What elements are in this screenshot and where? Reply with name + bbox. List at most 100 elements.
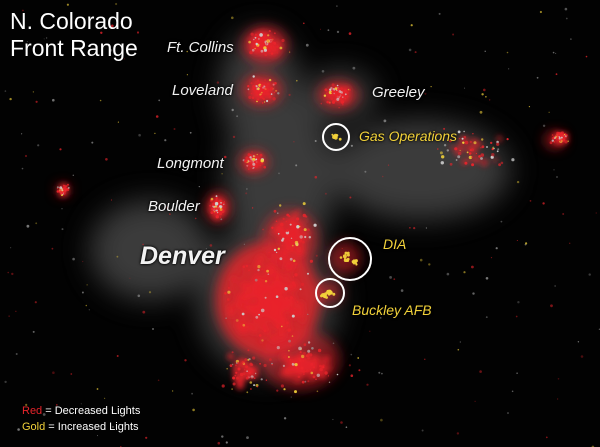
light-dot: [328, 381, 331, 383]
scattered-light: [565, 17, 568, 20]
light-dot: [275, 90, 277, 92]
scattered-light: [458, 155, 460, 158]
light-dot: [256, 100, 258, 103]
light-dot: [264, 33, 267, 36]
light-dot: [446, 149, 449, 152]
light-dot: [279, 46, 283, 50]
light-dot: [294, 390, 297, 394]
light-dot: [559, 139, 562, 142]
light-dot: [310, 362, 314, 366]
scattered-light: [251, 376, 253, 379]
light-dot: [285, 296, 288, 300]
light-dot: [294, 226, 296, 228]
light-dot: [323, 94, 327, 97]
light-dot: [276, 45, 279, 49]
scattered-light: [381, 175, 384, 178]
light-dot: [312, 375, 316, 379]
light-dot: [304, 235, 307, 239]
scattered-light: [136, 31, 140, 34]
scattered-light: [428, 263, 431, 266]
scattered-light: [109, 48, 113, 52]
light-blob: [263, 310, 270, 317]
light-blob: [250, 303, 259, 312]
light-dot: [253, 377, 256, 380]
scattered-light: [189, 131, 192, 134]
scattered-light: [205, 248, 207, 250]
light-dot: [347, 88, 350, 91]
scattered-light: [26, 41, 28, 42]
light-dot: [255, 165, 258, 168]
scattered-light: [562, 213, 565, 215]
light-dot: [292, 276, 295, 278]
scattered-light: [525, 242, 528, 245]
scattered-light: [52, 371, 55, 375]
scattered-light: [570, 38, 572, 40]
light-dot: [268, 95, 272, 99]
scattered-light: [515, 315, 518, 318]
light-dot: [61, 191, 64, 195]
light-dot: [65, 185, 68, 188]
light-dot: [273, 248, 277, 252]
light-dot: [242, 372, 246, 376]
light-dot: [307, 380, 310, 383]
light-dot: [307, 272, 309, 275]
light-blob: [244, 294, 252, 302]
scattered-light: [577, 341, 580, 343]
light-dot: [250, 82, 253, 85]
scattered-light: [288, 93, 291, 96]
scattered-light: [304, 380, 307, 383]
light-dot: [241, 360, 245, 365]
light-blob: [243, 368, 247, 373]
light-dot: [288, 239, 291, 242]
light-dot: [338, 90, 342, 93]
light-dot: [265, 42, 268, 44]
light-dot: [455, 159, 458, 161]
light-dot: [555, 134, 558, 137]
light-dot: [224, 292, 227, 295]
light-blob: [492, 157, 498, 163]
light-dot: [295, 245, 297, 248]
light-dot: [295, 366, 298, 370]
light-blob: [268, 300, 277, 309]
scattered-light: [191, 392, 194, 395]
light-dot: [260, 39, 264, 43]
light-blob: [281, 320, 290, 329]
scattered-light: [184, 359, 187, 362]
scattered-light: [556, 176, 558, 178]
light-dot: [290, 237, 293, 239]
light-dot: [232, 363, 234, 365]
scattered-light: [536, 76, 539, 79]
light-dot: [257, 268, 260, 272]
light-dot: [277, 233, 280, 235]
light-dot: [272, 45, 275, 48]
scattered-light: [463, 271, 466, 274]
light-dot: [511, 158, 515, 162]
scattered-light: [383, 119, 387, 123]
light-dot: [252, 167, 254, 170]
scattered-light: [249, 388, 252, 390]
scattered-light: [321, 70, 325, 73]
light-dot: [263, 329, 267, 333]
light-dot: [216, 207, 220, 211]
light-dot: [221, 384, 225, 388]
light-dot: [303, 373, 305, 375]
scattered-light: [142, 243, 144, 246]
light-dot: [255, 85, 258, 88]
scattered-light: [104, 397, 106, 399]
light-dot: [296, 225, 300, 228]
light-dot: [317, 348, 322, 353]
scattered-light: [194, 217, 197, 220]
light-dot: [301, 380, 305, 384]
light-dot: [253, 42, 257, 46]
light-dot: [309, 370, 312, 372]
light-dot: [258, 164, 260, 166]
light-dot: [478, 155, 481, 158]
scattered-light: [479, 110, 483, 114]
light-dot: [282, 217, 285, 220]
scattered-light: [304, 215, 308, 218]
light-dot: [215, 198, 217, 200]
light-dot: [264, 101, 266, 103]
light-dot: [254, 47, 256, 50]
scattered-light: [484, 50, 486, 52]
light-blob: [497, 136, 502, 142]
